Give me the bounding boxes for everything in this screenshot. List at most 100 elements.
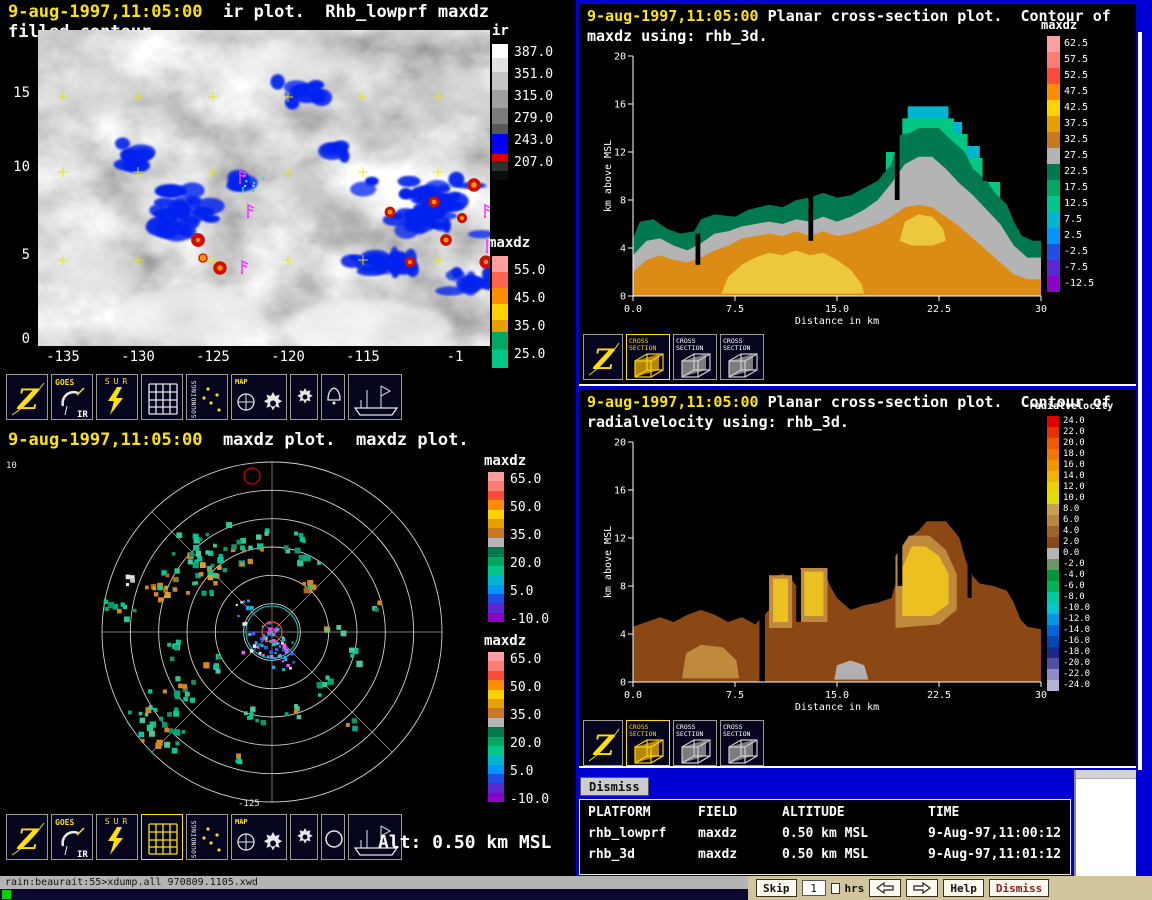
xs-radial-colorbar: 24.0 22.0 20.0 18.0 16.0 14.0 12.0 10.0 8.0 6.0 4.… — [1047, 416, 1090, 691]
status-strip — [0, 889, 748, 900]
clock-icon — [830, 882, 840, 894]
grid-overlay-button[interactable] — [141, 374, 183, 420]
xs-maxdz-colorbar: 62.5 57.5 52.5 47.5 42.5 37.5 32.5 27.5 22.5 17.5… — [1047, 36, 1094, 292]
cross-section-maxdz-window: 9-aug-1997,11:05:00 Planar cross-section… — [579, 4, 1136, 386]
svg-text:SUR: SUR — [105, 377, 131, 386]
cross-section-button-2[interactable]: CROSS SECTION — [673, 334, 717, 380]
dismiss-table-button[interactable]: Dismiss — [580, 777, 649, 796]
colorbar-tick-label: 20.0 — [510, 556, 542, 571]
platform-info-table: PLATFORM FIELD ALTITUDE TIME rhb_lowprf … — [579, 799, 1071, 875]
col-platform: PLATFORM — [588, 805, 651, 820]
soundings-button[interactable]: SOUNDINGS — [186, 814, 228, 860]
table-header-row: PLATFORM FIELD ALTITUDE TIME — [580, 802, 1070, 823]
colorbar-tick-label: -2.5 — [1064, 246, 1089, 257]
bell-button[interactable] — [321, 374, 345, 420]
colorbar-tick-label: -10.0 — [1063, 603, 1091, 613]
arrow-right-icon — [913, 882, 932, 894]
radar-ppi-display[interactable]: 10 -125 — [0, 456, 548, 812]
svg-text:30: 30 — [1035, 690, 1047, 701]
xs-radial-title: Planar cross-section plot. Contour of — [758, 393, 1111, 411]
goes-ir-button[interactable]: GOES IR — [51, 814, 93, 860]
svg-text:Z: Z — [17, 383, 40, 416]
zeb-logo-button[interactable]: Z — [6, 374, 48, 420]
gear-button[interactable] — [290, 814, 318, 860]
svg-text:SOUNDINGS: SOUNDINGS — [191, 380, 198, 418]
svg-text:4: 4 — [620, 244, 626, 255]
step-forward-button[interactable] — [906, 879, 939, 897]
svg-text:CROSS: CROSS — [723, 723, 743, 731]
colorbar-tick-label: -7.5 — [1064, 262, 1089, 273]
skip-button[interactable]: Skip — [756, 879, 797, 897]
help-button[interactable]: Help — [943, 879, 984, 897]
hours-input[interactable]: 1 — [801, 880, 826, 896]
arrow-left-icon — [876, 882, 894, 894]
xs-radial-title-bar: 9-aug-1997,11:05:00 Planar cross-section… — [587, 392, 1111, 412]
cross-section-button-3[interactable]: CROSS SECTION — [720, 720, 764, 766]
colorbar-tick-label: -8.0 — [1063, 592, 1085, 602]
colorbar-tick-label: 8.0 — [1063, 504, 1080, 514]
xs-maxdz-timestamp: 9-aug-1997,11:05:00 — [587, 7, 759, 25]
svg-text:4: 4 — [620, 630, 626, 641]
ir-satellite-image[interactable] — [38, 30, 490, 346]
command-path-text: rain:beaurait:55>xdump.all 970809.1105.x… — [0, 876, 748, 889]
ir-toolbar: Z GOES IR SUR SOUNDINGS MAP — [6, 374, 402, 420]
surface-data-button[interactable]: SUR — [96, 814, 138, 860]
svg-text:CROSS: CROSS — [676, 723, 696, 731]
svg-text:7.5: 7.5 — [726, 690, 744, 701]
xs-maxdz-colorbar-label: maxdz — [1041, 18, 1078, 32]
svg-text:0.0: 0.0 — [624, 690, 642, 701]
axis-tick-label: 0 — [21, 331, 30, 347]
ship-track-button[interactable] — [348, 374, 402, 420]
scrollbar-thumb[interactable] — [1138, 32, 1142, 770]
colorbar-tick-label: 279.0 — [514, 111, 554, 126]
dismiss-button[interactable]: Dismiss — [988, 879, 1050, 897]
map-overlay-button[interactable]: MAP — [231, 814, 287, 860]
radial-cross-section-plot[interactable]: 20 16 12 8 4 00.0 7.5 15.0 22.5 30 Distance in km k… — [603, 432, 1063, 714]
cross-section-button-1[interactable]: CROSS SECTION — [626, 720, 670, 766]
colorbar-tick-label: -6.0 — [1063, 581, 1085, 591]
svg-text:SECTION: SECTION — [629, 730, 656, 738]
colorbar-tick-label: -2.0 — [1063, 559, 1085, 569]
cross-section-button-3[interactable]: CROSS SECTION — [720, 334, 764, 380]
colorbar-tick-label: 2.0 — [1063, 537, 1080, 547]
cross-section-button-2[interactable]: CROSS SECTION — [673, 720, 717, 766]
zeb-logo-button[interactable]: Z — [583, 720, 623, 766]
svg-text:CROSS: CROSS — [629, 723, 649, 731]
colorbar-tick-label: 17.5 — [1064, 182, 1089, 193]
zeb-logo-button[interactable]: Z — [6, 814, 48, 860]
colorbar-tick-label: 37.5 — [1064, 118, 1089, 129]
grid-overlay-button[interactable] — [141, 814, 183, 860]
cross-section-button-1[interactable]: CROSS SECTION — [626, 334, 670, 380]
zeb-logo-button[interactable]: Z — [583, 334, 623, 380]
xs-maxdz-toolbar: Z CROSS SECTION CROSS SECTION CROSS SECTION — [583, 334, 764, 380]
colorbar-tick-label: 6.0 — [1063, 515, 1080, 525]
axis-tick-label: 15 — [13, 85, 30, 101]
step-back-button[interactable] — [869, 879, 902, 897]
colorbar-tick-label: 24.0 — [1063, 416, 1085, 426]
svg-text:km above MSL: km above MSL — [603, 140, 614, 212]
colorbar-tick-label: 387.0 — [514, 45, 554, 60]
maxdz-cross-section-plot[interactable]: 20 16 12 8 4 00.0 7.5 15.0 22.5 30 Distance in km k… — [603, 46, 1063, 328]
circle-overlay-button[interactable] — [321, 814, 345, 860]
colorbar-tick-label: 47.5 — [1064, 86, 1089, 97]
svg-text:SOUNDINGS: SOUNDINGS — [191, 820, 198, 858]
partially-visible-window — [1074, 770, 1136, 876]
ir-plot-timestamp: 9-aug-1997,11:05:00 — [8, 2, 203, 22]
soundings-button[interactable]: SOUNDINGS — [186, 374, 228, 420]
colorbar-tick-label: 25.0 — [514, 347, 546, 362]
gear-button[interactable] — [290, 374, 318, 420]
svg-text:8: 8 — [620, 196, 626, 207]
svg-text:15.0: 15.0 — [825, 304, 849, 315]
colorbar-tick-label: 0.0 — [1063, 548, 1080, 558]
ship-track-button[interactable] — [348, 814, 402, 860]
radar-colorbar2-label: maxdz — [484, 633, 527, 649]
ir-colorbar: 387.0 351.0 315.0 279.0 243.0 207.0 — [492, 44, 553, 180]
map-overlay-button[interactable]: MAP — [231, 374, 287, 420]
colorbar-tick-label: 5.0 — [510, 764, 534, 779]
colorbar-tick-label: 12.5 — [1064, 198, 1089, 209]
axis-tick-label: -130 — [121, 349, 155, 365]
colorbar-tick-label: -12.0 — [1063, 614, 1091, 624]
surface-data-button[interactable]: SUR — [96, 374, 138, 420]
goes-ir-button[interactable]: GOES IR — [51, 374, 93, 420]
colorbar-tick-label: 315.0 — [514, 89, 554, 104]
